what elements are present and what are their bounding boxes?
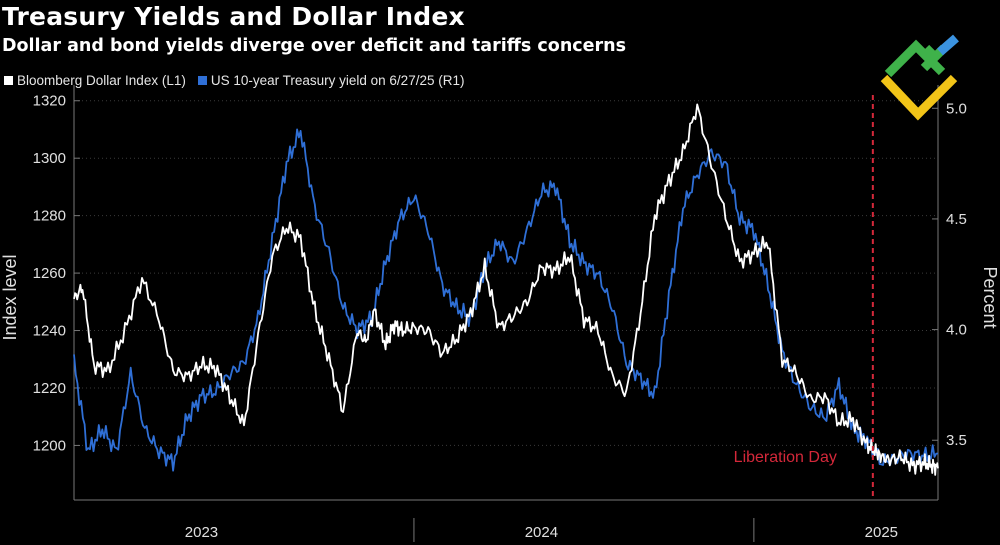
legend-item-yield: US 10-year Treasury yield on 6/27/25 (R1… <box>197 73 465 88</box>
x-tick-label: 2023 <box>185 524 218 541</box>
left-tick-label: 1240 <box>33 323 66 340</box>
right-axis-title: Percent <box>980 266 1000 328</box>
right-tick-label: 4.0 <box>946 322 967 339</box>
chart-subtitle: Dollar and bond yields diverge over defi… <box>2 36 627 56</box>
series-line-treasury-yield <box>73 128 939 472</box>
left-tick-label: 1220 <box>33 380 66 397</box>
left-tick-label: 1280 <box>33 208 66 225</box>
annotation-label: Liberation Day <box>734 449 837 466</box>
right-tick-label: 3.5 <box>946 432 967 449</box>
brand-logo-icon <box>880 34 959 121</box>
x-tick-label: 2024 <box>525 524 558 541</box>
left-tick-label: 1200 <box>33 437 66 454</box>
legend-item-dollar: Bloomberg Dollar Index (L1) <box>4 73 186 88</box>
series-line-dollar-index <box>73 103 939 476</box>
chart-title: Treasury Yields and Dollar Index <box>2 2 465 31</box>
left-tick-label: 1320 <box>33 93 66 110</box>
x-tick-label: 2025 <box>865 524 898 541</box>
left-axis-title: Index level <box>0 254 20 340</box>
legend-label-dollar: Bloomberg Dollar Index (L1) <box>17 73 186 88</box>
left-tick-label: 1260 <box>33 265 66 282</box>
left-tick-label: 1300 <box>33 150 66 167</box>
legend: Bloomberg Dollar Index (L1) US 10-year T… <box>4 73 476 88</box>
right-tick-label: 5.0 <box>946 100 967 117</box>
legend-label-yield: US 10-year Treasury yield on 6/27/25 (R1… <box>210 73 465 88</box>
legend-swatch-dollar <box>4 76 13 85</box>
right-tick-label: 4.5 <box>946 211 967 228</box>
legend-swatch-yield <box>197 76 207 85</box>
